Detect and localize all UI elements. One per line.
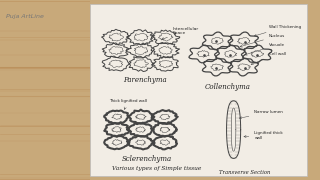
- Text: Various types of Simple tissue: Various types of Simple tissue: [112, 166, 201, 171]
- Text: Nucleus: Nucleus: [240, 34, 285, 47]
- Text: Parenchyma: Parenchyma: [123, 76, 167, 84]
- Text: Transverse Section: Transverse Section: [219, 170, 271, 175]
- FancyBboxPatch shape: [90, 4, 307, 176]
- Text: Narrow lumen: Narrow lumen: [239, 110, 283, 119]
- Text: Intercellular
Space: Intercellular Space: [162, 27, 199, 40]
- Text: Lignified thick
wall: Lignified thick wall: [244, 131, 283, 140]
- Text: Cell wall: Cell wall: [251, 52, 286, 65]
- Text: Collenchyma: Collenchyma: [205, 83, 251, 91]
- Text: Sclerenchyma: Sclerenchyma: [122, 155, 172, 163]
- Text: Wall Thickening: Wall Thickening: [254, 25, 301, 36]
- Text: Puja ArtLine: Puja ArtLine: [6, 14, 44, 19]
- Text: Thick lignified wall: Thick lignified wall: [109, 99, 147, 109]
- Text: Vacuole: Vacuole: [245, 43, 285, 55]
